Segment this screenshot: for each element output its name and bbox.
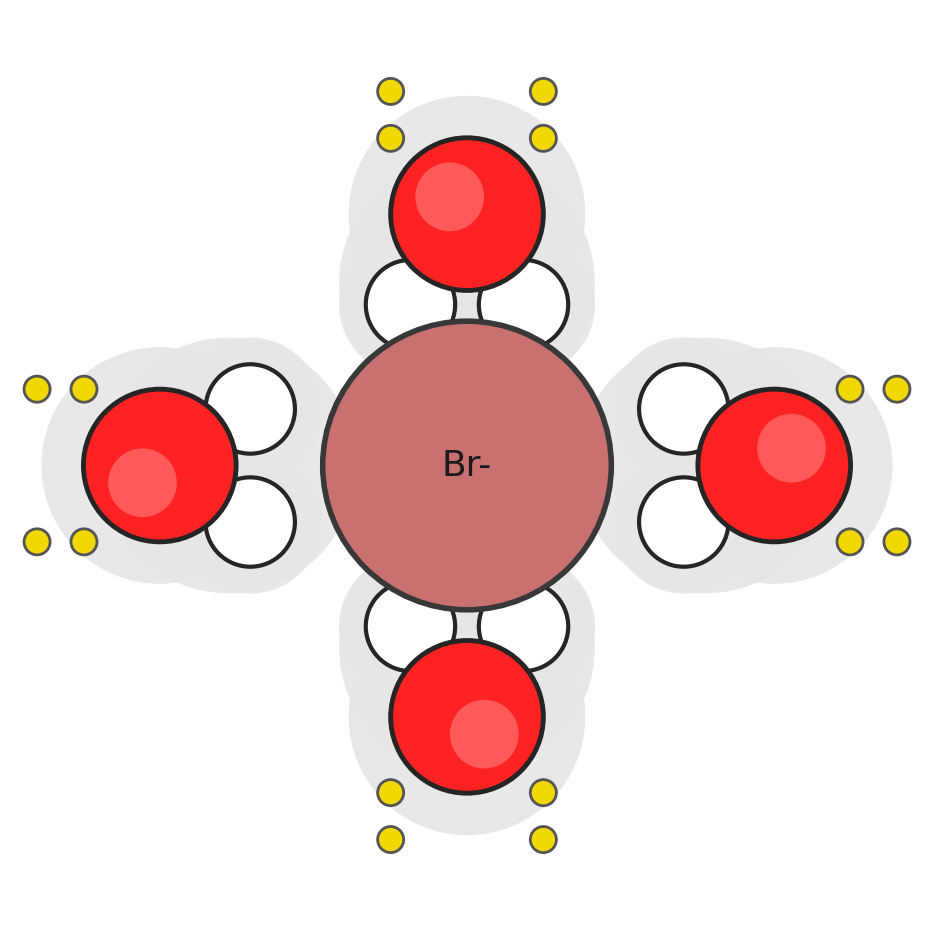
Circle shape	[322, 321, 612, 610]
Circle shape	[205, 478, 295, 567]
Circle shape	[390, 641, 544, 793]
Circle shape	[450, 700, 518, 768]
Circle shape	[578, 338, 833, 593]
Circle shape	[452, 233, 595, 376]
Circle shape	[41, 347, 278, 584]
Circle shape	[348, 599, 586, 835]
Circle shape	[339, 555, 482, 698]
Circle shape	[366, 582, 455, 671]
Circle shape	[71, 376, 97, 402]
Circle shape	[377, 126, 403, 152]
Text: Br-: Br-	[442, 449, 492, 482]
Circle shape	[71, 529, 97, 555]
Circle shape	[837, 529, 863, 555]
Circle shape	[339, 155, 595, 411]
Circle shape	[24, 529, 50, 555]
Circle shape	[377, 779, 403, 805]
Circle shape	[531, 126, 557, 152]
Circle shape	[24, 376, 50, 402]
Circle shape	[698, 389, 851, 542]
Circle shape	[613, 451, 756, 594]
Circle shape	[639, 478, 729, 567]
Circle shape	[108, 449, 177, 517]
Circle shape	[639, 364, 729, 453]
Circle shape	[366, 260, 455, 349]
Circle shape	[339, 233, 482, 376]
Circle shape	[377, 78, 403, 104]
Circle shape	[656, 347, 893, 584]
Circle shape	[531, 78, 557, 104]
Circle shape	[377, 827, 403, 853]
Circle shape	[390, 138, 544, 290]
Circle shape	[416, 163, 484, 231]
Circle shape	[101, 338, 356, 593]
Circle shape	[83, 389, 236, 542]
Circle shape	[884, 376, 910, 402]
Circle shape	[479, 260, 568, 349]
Circle shape	[884, 529, 910, 555]
Circle shape	[178, 451, 321, 594]
Circle shape	[348, 96, 586, 332]
Circle shape	[531, 779, 557, 805]
Circle shape	[531, 827, 557, 853]
Circle shape	[178, 337, 321, 480]
Circle shape	[339, 520, 595, 776]
Circle shape	[452, 555, 595, 698]
Circle shape	[613, 337, 756, 480]
Circle shape	[837, 376, 863, 402]
Circle shape	[757, 414, 826, 482]
Circle shape	[479, 582, 568, 671]
Circle shape	[205, 364, 295, 453]
